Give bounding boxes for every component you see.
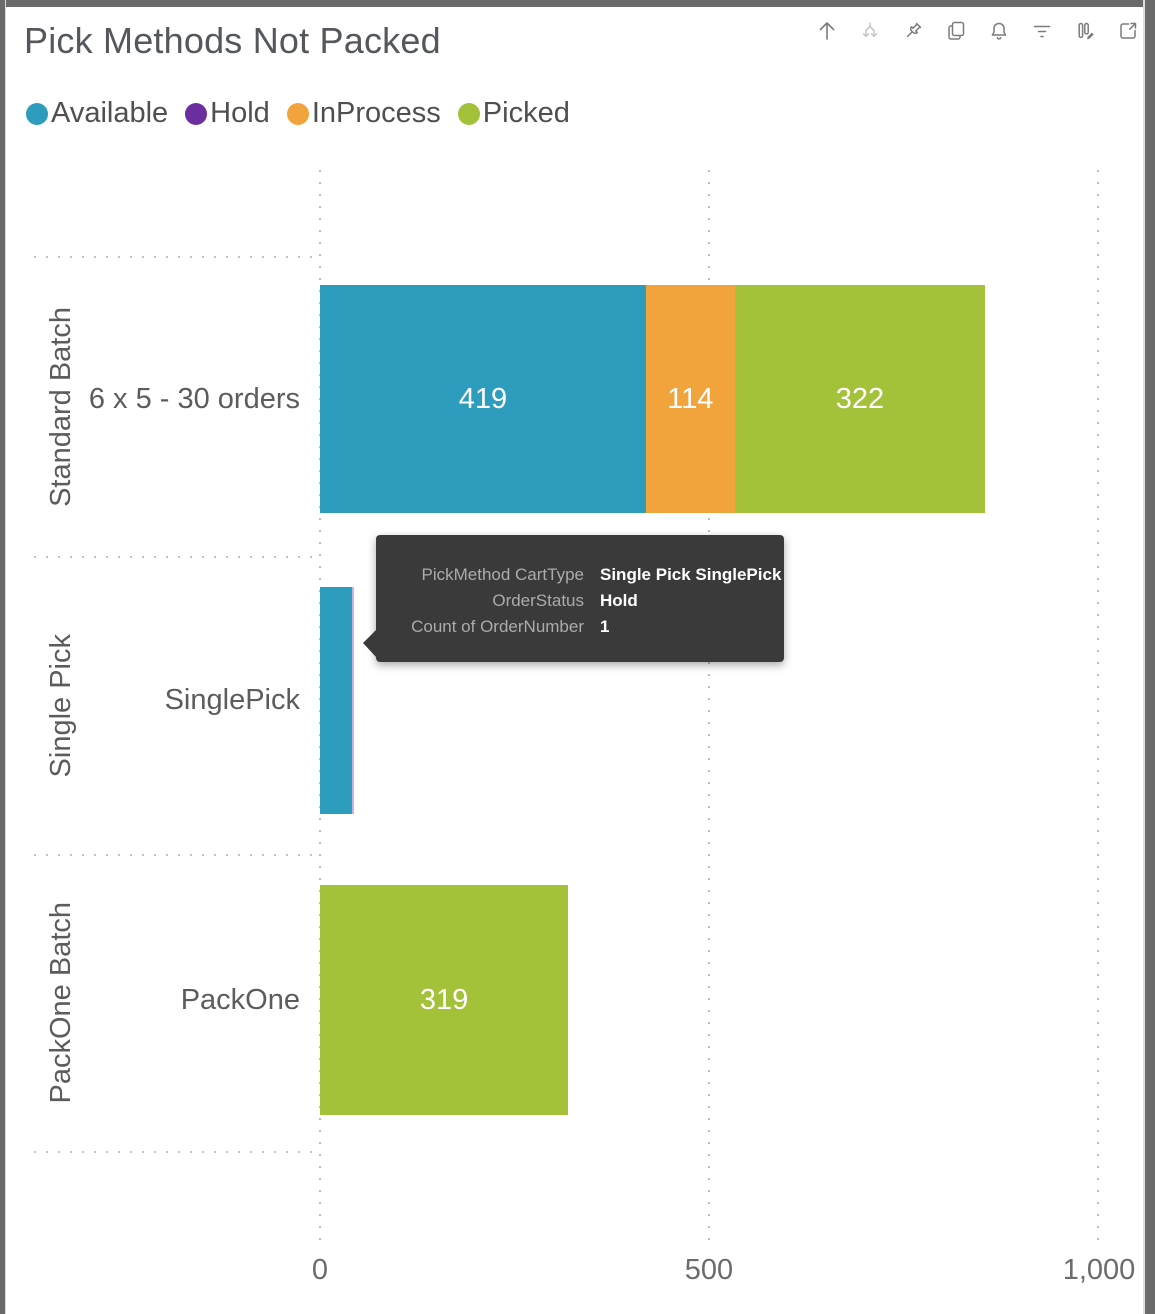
category-separator xyxy=(34,256,318,258)
legend-label: InProcess xyxy=(311,97,441,129)
bar-value-label: 114 xyxy=(667,382,714,415)
bar-segment-available[interactable] xyxy=(320,587,352,814)
category-separator xyxy=(34,1151,318,1153)
canvas-frame-left-highlight xyxy=(5,0,6,1314)
filter-icon[interactable] xyxy=(1030,19,1054,43)
copy-icon[interactable] xyxy=(944,19,968,43)
tooltip-row-label: PickMethod CartType xyxy=(421,565,584,584)
canvas-frame-right-highlight xyxy=(1143,0,1145,1314)
bar-segment-available[interactable]: 419 xyxy=(320,285,646,513)
legend-dot-picked xyxy=(457,102,480,125)
gridline-1000 xyxy=(1097,170,1099,1248)
axis-item-label-6x5-30-orders: 6 x 5 - 30 orders xyxy=(88,382,300,415)
tooltip-row-value: 1 xyxy=(600,617,610,636)
canvas-frame-left xyxy=(0,0,5,1314)
bar-value-label: 322 xyxy=(835,382,885,415)
bar-packone: 319 xyxy=(320,885,1020,1115)
canvas-frame-top xyxy=(0,0,1155,7)
legend-label: Available xyxy=(51,97,169,129)
personalize-icon[interactable] xyxy=(1073,19,1097,43)
bar-segment-hold[interactable] xyxy=(351,587,354,814)
bar-value-label: 419 xyxy=(458,382,508,415)
x-axis-tick-1000: 1,000 xyxy=(1062,1254,1136,1286)
bar-standard-batch: 419 114 322 xyxy=(320,285,1020,513)
bar-single-pick xyxy=(320,587,1020,814)
tooltip-row-label: Count of OrderNumber xyxy=(411,617,584,636)
legend-dot-inprocess xyxy=(286,102,309,125)
drill-up-icon[interactable] xyxy=(815,19,839,43)
legend-label: Picked xyxy=(482,97,570,129)
axis-item-label-packone: PackOne xyxy=(180,983,300,1016)
legend-item-available[interactable]: Available xyxy=(26,97,168,130)
tooltip: PickMethod CartType Single Pick SinglePi… xyxy=(363,535,784,662)
tooltip-row-label: OrderStatus xyxy=(492,591,584,610)
focus-mode-icon[interactable] xyxy=(1116,19,1140,43)
visual-title: Pick Methods Not Packed xyxy=(24,20,441,61)
pin-icon[interactable] xyxy=(901,19,925,43)
visual-header-toolbar xyxy=(815,19,1140,43)
x-axis-tick-500: 500 xyxy=(684,1254,734,1286)
tooltip-content: PickMethod CartType Single Pick SinglePi… xyxy=(376,535,784,640)
x-axis-tick-0: 0 xyxy=(311,1254,329,1286)
tooltip-row-value: Single Pick SinglePick xyxy=(600,565,782,584)
legend-dot-hold xyxy=(185,102,208,125)
drill-down-icon[interactable] xyxy=(858,19,882,43)
legend-dot-available xyxy=(26,102,48,125)
legend-item-picked[interactable]: Picked xyxy=(457,97,570,130)
category-separator xyxy=(34,556,318,558)
legend-item-hold[interactable]: Hold xyxy=(185,97,270,130)
legend-item-inprocess[interactable]: InProcess xyxy=(286,97,441,130)
axis-item-label-singlepick: SinglePick xyxy=(164,684,300,716)
bar-segment-picked[interactable]: 319 xyxy=(320,885,569,1115)
tooltip-row-value: Hold xyxy=(600,591,638,610)
bar-segment-picked[interactable]: 322 xyxy=(734,285,986,513)
legend-label: Hold xyxy=(210,97,270,129)
canvas-frame-right xyxy=(1145,0,1155,1314)
gridline-500 xyxy=(708,170,710,1248)
alert-icon[interactable] xyxy=(987,19,1011,43)
bar-value-label: 319 xyxy=(419,983,469,1016)
legend: Available Hold InProcess Picked xyxy=(26,97,570,130)
category-separator xyxy=(34,854,318,856)
bar-segment-inprocess[interactable]: 114 xyxy=(645,285,735,513)
tooltip-arrow xyxy=(363,630,376,657)
